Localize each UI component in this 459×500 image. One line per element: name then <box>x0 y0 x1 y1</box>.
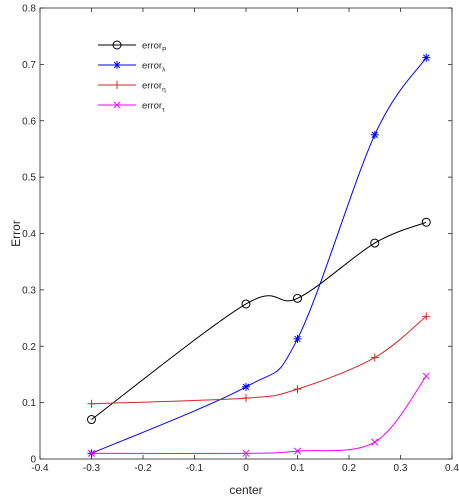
marker-stroke <box>87 449 96 457</box>
legend-item-1: errorλ <box>98 61 166 74</box>
data-point-marker <box>293 334 302 343</box>
data-point-marker <box>113 81 121 89</box>
x-tick-label: -0.4 <box>31 463 49 474</box>
data-point-marker <box>370 353 379 362</box>
marker-stroke <box>371 438 379 446</box>
marker-stroke <box>293 447 302 455</box>
marker-stroke <box>242 449 250 457</box>
data-point-marker <box>113 101 121 109</box>
data-point-marker <box>112 40 122 50</box>
plot-area <box>40 8 452 459</box>
circle-marker <box>421 217 431 227</box>
data-point-marker <box>242 394 250 403</box>
circle-marker <box>241 299 251 309</box>
data-point-marker <box>421 217 431 227</box>
circle-marker <box>87 415 96 425</box>
data-point-marker <box>293 385 302 394</box>
y-axis-title: Error <box>9 220 23 247</box>
marker-stroke <box>242 383 250 391</box>
series-line <box>91 221 427 420</box>
marker-stroke <box>294 335 301 343</box>
legend-label: errorλ <box>142 61 166 74</box>
y-tick-label: 0.3 <box>22 285 36 296</box>
x-axis-title: center <box>229 483 262 497</box>
x-tick-label: 0.4 <box>445 463 459 474</box>
data-point-marker <box>422 53 431 62</box>
series-layer <box>87 53 431 458</box>
data-point-marker <box>371 438 379 446</box>
marker-stroke <box>423 54 430 61</box>
y-tick-label: 0.8 <box>22 4 36 15</box>
series-0 <box>87 217 431 425</box>
y-tick-label: 0.7 <box>22 60 36 71</box>
data-point-marker <box>422 312 431 321</box>
x-tick-label: 0.1 <box>291 463 305 474</box>
y-tick-label: 0.2 <box>22 342 36 353</box>
data-point-marker <box>87 415 96 425</box>
data-point-marker <box>87 449 96 457</box>
y-tick-label: 0.6 <box>22 116 36 127</box>
data-point-marker <box>113 61 121 69</box>
marker-stroke <box>113 61 121 69</box>
data-point-marker <box>370 130 379 139</box>
x-tick-label: -0.2 <box>134 463 152 474</box>
circle-marker <box>112 40 122 50</box>
data-point-marker <box>370 238 380 248</box>
legend-label: errorη <box>142 81 166 94</box>
marker-stroke <box>371 131 378 139</box>
legend-label: errorP <box>142 41 166 54</box>
marker-stroke <box>422 372 430 380</box>
tick-labels: -0.4 -0.3 -0.2 -0.1 0 0.1 0.2 0.3 0.4 0 0.1 0.2 0.3 0… <box>22 4 459 475</box>
y-tick-label: 0.1 <box>22 398 36 409</box>
y-tick-label: 0.5 <box>22 173 36 184</box>
y-tick-label: 0 <box>30 455 36 466</box>
x-tick-label: 0.2 <box>342 463 356 474</box>
data-point-marker <box>242 382 250 391</box>
data-point-marker <box>87 399 96 408</box>
data-point-marker <box>293 447 302 455</box>
plot-frame <box>39 7 453 460</box>
data-point-marker <box>293 293 302 303</box>
data-point-marker <box>241 299 251 309</box>
legend-item-3: errorτ <box>98 101 165 114</box>
legend-item-0: errorP <box>98 40 166 54</box>
x-tick-label: 0.3 <box>394 463 408 474</box>
legend-label: errorτ <box>142 101 165 114</box>
series-2 <box>87 312 431 408</box>
legend-item-2: errorη <box>98 81 166 94</box>
circle-marker <box>293 293 302 303</box>
y-tick-label: 0.4 <box>22 229 36 240</box>
x-tick-label: 0 <box>243 463 249 474</box>
x-tick-label: -0.1 <box>186 463 204 474</box>
data-point-marker <box>242 449 250 457</box>
legend: errorP errorλ errorη errorτ <box>98 40 166 114</box>
circle-marker <box>370 238 380 248</box>
series-3 <box>87 372 430 457</box>
marker-stroke <box>113 101 121 109</box>
x-tick-label: -0.3 <box>83 463 101 474</box>
data-point-marker <box>422 372 430 380</box>
